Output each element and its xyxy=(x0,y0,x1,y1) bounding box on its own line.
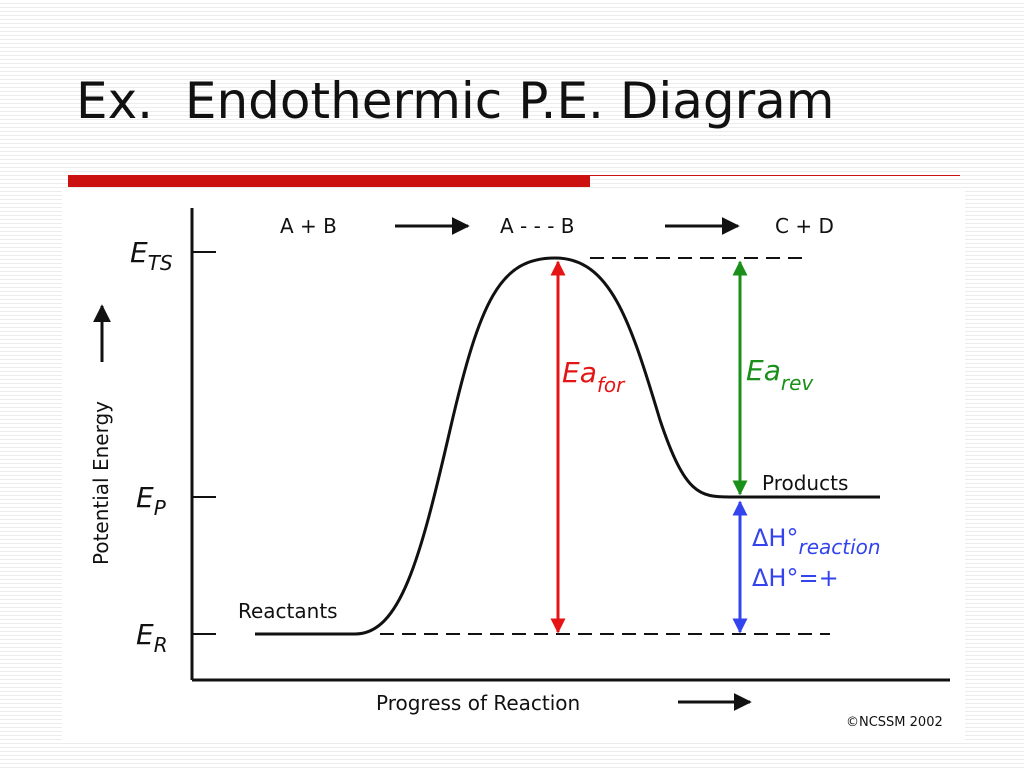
energy-curve xyxy=(255,256,880,636)
accent-line xyxy=(590,175,960,176)
activation-forward-label: Eafor xyxy=(562,356,626,397)
axes xyxy=(190,208,950,682)
step-label: A - - - B xyxy=(500,214,574,238)
y-axis-label: Potential Energy xyxy=(89,401,113,565)
enthalpy-label: ΔH°reaction xyxy=(752,524,881,559)
slide-title: Ex. Endothermic P.E. Diagram xyxy=(76,72,835,130)
step-label: A + B xyxy=(280,214,337,238)
diagram-background xyxy=(62,188,965,740)
products-label: Products xyxy=(762,471,848,495)
enthalpy-sign: ΔH°=+ xyxy=(752,564,839,592)
level-label: ER xyxy=(136,618,168,657)
level-label: EP xyxy=(136,481,167,520)
step-label: C + D xyxy=(775,214,834,238)
accent-bar xyxy=(68,175,590,187)
reactants-label: Reactants xyxy=(238,599,338,623)
activation-reverse-label: Earev xyxy=(746,354,814,395)
x-axis-label: Progress of Reaction xyxy=(376,691,580,715)
copyright: ©NCSSM 2002 xyxy=(846,715,943,730)
level-label: ETS xyxy=(130,236,173,275)
